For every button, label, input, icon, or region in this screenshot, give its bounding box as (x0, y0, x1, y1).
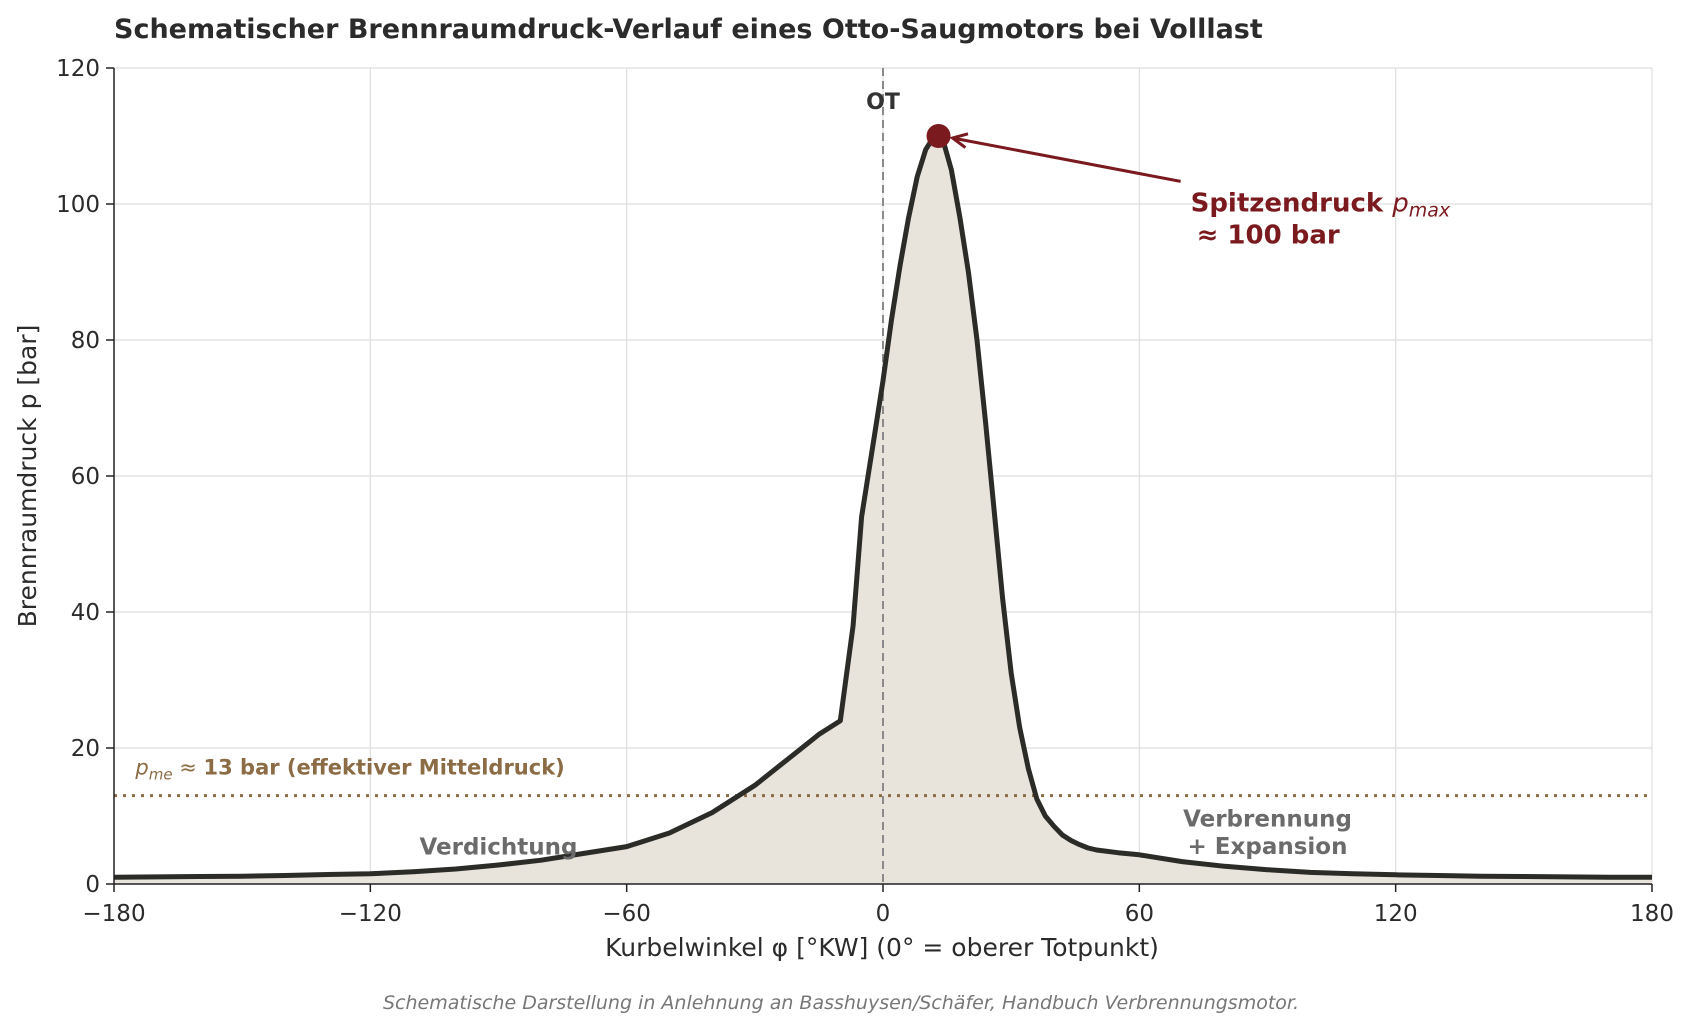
phase-combustion-line1: Verbrennung (1183, 807, 1352, 833)
y-tick-label: 100 (56, 192, 100, 218)
y-tick-label: 120 (56, 56, 100, 82)
ot-label: OT (866, 90, 900, 115)
x-tick-label: 60 (1125, 901, 1154, 927)
y-tick-label: 20 (71, 736, 100, 762)
phase-combustion-line2: + Expansion (1188, 834, 1348, 860)
y-axis-label: Brennraumdruck p [bar] (13, 325, 42, 628)
y-tick-label: 0 (85, 872, 100, 898)
chart-title: Schematischer Brennraumdruck-Verlauf ein… (114, 14, 1263, 45)
peak-label-line2: ≈ 100 bar (1197, 220, 1340, 250)
peak-marker (926, 124, 951, 148)
phase-compression: Verdichtung (419, 835, 577, 861)
y-tick-label: 80 (71, 328, 100, 354)
y-tick-label: 40 (71, 600, 100, 626)
pressure-curve (113, 133, 1652, 880)
y-tick-label: 60 (71, 464, 100, 490)
peak-label-line1: Spitzendruck pmax (1191, 188, 1451, 221)
chart-caption: Schematische Darstellung in Anlehnung an… (383, 992, 1299, 1014)
x-tick-label: 180 (1630, 901, 1674, 927)
peak-annotation-arrow-line (952, 136, 1181, 183)
x-tick-label: 120 (1374, 901, 1418, 927)
x-tick-label: −60 (602, 901, 651, 927)
x-tick-label: −180 (82, 901, 145, 927)
x-tick-label: 0 (876, 901, 891, 927)
x-tick-label: −120 (339, 901, 402, 927)
x-axis-label: Kurbelwinkel φ [°KW] (0° = oberer Totpun… (605, 933, 1159, 962)
peak-annotation-arrow-head (949, 132, 969, 149)
pme-label: pme ≈ 13 bar (effektiver Mitteldruck) (134, 756, 564, 784)
plot-area: −180 −120 −60 0 60 120 180 0 20 40 60 80 100 120 OT pme… (56, 56, 1674, 927)
